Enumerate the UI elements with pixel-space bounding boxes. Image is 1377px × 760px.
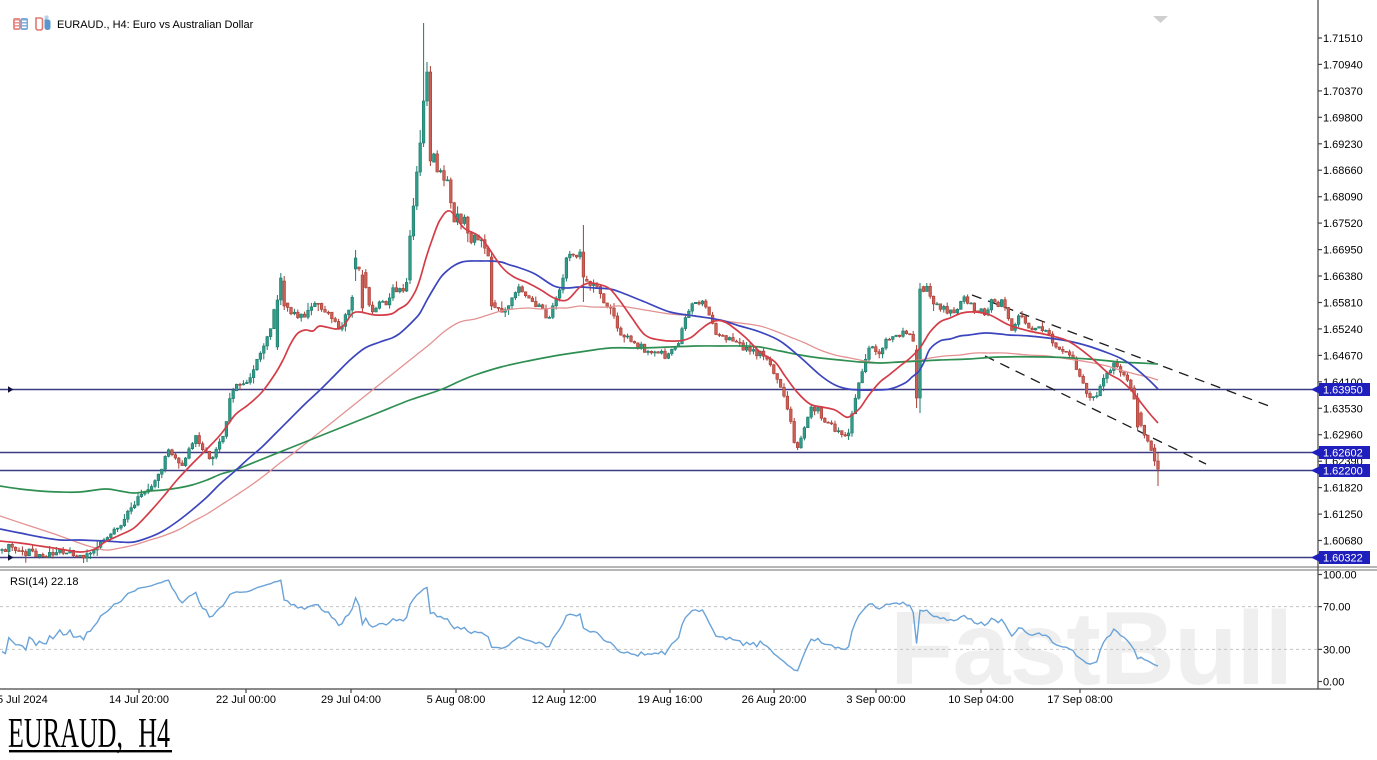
- svg-text:H4: H4: [138, 710, 170, 757]
- svg-text:1.60680: 1.60680: [1323, 536, 1363, 548]
- svg-text:29 Jul 04:00: 29 Jul 04:00: [321, 694, 381, 706]
- svg-text:1.68660: 1.68660: [1323, 165, 1363, 177]
- svg-text:30.00: 30.00: [1323, 644, 1351, 656]
- svg-text:22 Jul 00:00: 22 Jul 00:00: [216, 694, 276, 706]
- svg-text:1.64670: 1.64670: [1323, 350, 1363, 362]
- svg-text:1.70370: 1.70370: [1323, 86, 1363, 98]
- svg-text:1.63530: 1.63530: [1323, 403, 1363, 415]
- svg-text:1.63950: 1.63950: [1323, 385, 1363, 397]
- svg-text:EURAUD., H4: Euro vs Australi: EURAUD., H4: Euro vs Australian Dollar: [57, 19, 254, 31]
- svg-text:5 Aug 08:00: 5 Aug 08:00: [427, 694, 486, 706]
- svg-text:RSI(14) 22.18: RSI(14) 22.18: [10, 576, 78, 588]
- svg-text:14 Jul 20:00: 14 Jul 20:00: [109, 694, 169, 706]
- svg-text:1.62602: 1.62602: [1323, 448, 1363, 460]
- svg-text:100.00: 100.00: [1323, 570, 1357, 582]
- svg-text:1.70940: 1.70940: [1323, 59, 1363, 71]
- svg-text:19 Aug 16:00: 19 Aug 16:00: [638, 694, 703, 706]
- svg-text:1.60322: 1.60322: [1323, 553, 1363, 565]
- svg-text:1.61820: 1.61820: [1323, 483, 1363, 495]
- svg-text:12 Aug 12:00: 12 Aug 12:00: [532, 694, 597, 706]
- svg-text:5 Jul 2024: 5 Jul 2024: [0, 694, 48, 706]
- svg-text:1.62960: 1.62960: [1323, 430, 1363, 442]
- svg-text:0.00: 0.00: [1323, 677, 1344, 689]
- svg-text:1.61250: 1.61250: [1323, 509, 1363, 521]
- svg-text:1.67520: 1.67520: [1323, 218, 1363, 230]
- svg-text:1.65810: 1.65810: [1323, 298, 1363, 310]
- svg-text:1.66380: 1.66380: [1323, 271, 1363, 283]
- svg-text:3 Sep 00:00: 3 Sep 00:00: [846, 694, 905, 706]
- svg-text:17 Sep 08:00: 17 Sep 08:00: [1047, 694, 1112, 706]
- svg-text:70.00: 70.00: [1323, 602, 1351, 614]
- svg-text:1.65240: 1.65240: [1323, 324, 1363, 336]
- svg-text:26 Aug 20:00: 26 Aug 20:00: [742, 694, 807, 706]
- svg-text:1.69800: 1.69800: [1323, 112, 1363, 124]
- svg-text:10 Sep 04:00: 10 Sep 04:00: [948, 694, 1013, 706]
- svg-text:1.69230: 1.69230: [1323, 139, 1363, 151]
- svg-text:1.68090: 1.68090: [1323, 192, 1363, 204]
- svg-text:1.71510: 1.71510: [1323, 33, 1363, 45]
- svg-text:1.66950: 1.66950: [1323, 245, 1363, 257]
- svg-text:EURAUD,: EURAUD,: [8, 710, 123, 757]
- svg-text:1.62200: 1.62200: [1323, 466, 1363, 478]
